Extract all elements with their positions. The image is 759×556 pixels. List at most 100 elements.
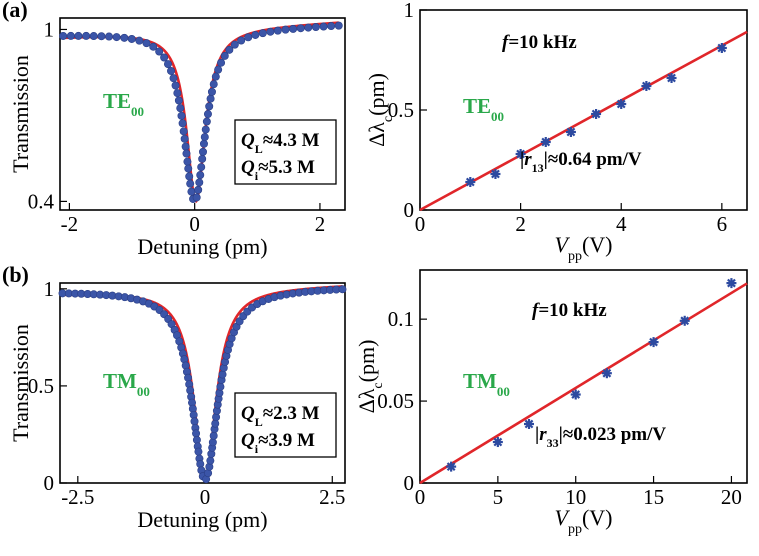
x-label-symbol: V [555,505,571,530]
marker-stroke [465,177,475,187]
x-tick-label: 0 [189,212,200,236]
data-point [515,149,526,159]
q-subscript: L [255,142,263,156]
data-point [89,32,98,41]
mode-subscript: 00 [131,104,144,119]
data-point [180,134,189,143]
coefficient-label: |r33|≈0.023 pm/V [535,424,666,450]
marker-stroke [642,81,651,91]
data-point [198,154,207,163]
data-point [490,169,501,179]
data-point [225,45,234,54]
data-point [185,172,194,181]
coef-value: |≈0.023 pm/V [559,424,667,445]
data-point [169,74,178,83]
data-point [616,99,627,109]
data-point [207,87,216,96]
q-symbol: Q [241,430,255,451]
y-axis-label-group: Δλc(pm) [354,340,386,414]
marker-stroke [649,337,658,347]
data-point [179,127,188,136]
q-value: ≈2.3 M [263,403,320,424]
mode-annotation: TE00 [103,89,144,119]
data-point [311,23,320,32]
marker-stroke [516,149,525,159]
x-tick-label: 20 [721,485,742,509]
data-point [97,32,106,41]
data-point [178,119,187,128]
marker-stroke [667,73,676,83]
data-point [601,368,612,379]
data-point [209,431,218,440]
data-point [192,429,201,438]
data-point [209,80,218,89]
data-point [176,104,185,113]
y-tick-label: 0.5 [28,374,54,398]
x-axis-label: Detuning (pm) [137,234,267,259]
data-point [167,66,176,75]
q-subscript: i [255,442,259,456]
mode-annotation: TM00 [103,369,150,399]
mode-label: TM [463,369,497,393]
data-point [202,117,211,126]
y-axis-label: Transmission [8,55,33,173]
data-point [258,29,267,38]
marker-stroke [541,137,551,147]
q-label: QL≈4.3 M [241,130,320,156]
y-tick-label: 0 [44,471,55,495]
mode-annotation: TM00 [463,369,510,399]
data-point [237,36,246,45]
marker-stroke [571,390,581,399]
freq-value: =10 kHz [508,32,577,53]
data-point [160,53,169,62]
data-point [105,32,114,41]
x-label-subscript: pp [568,522,582,537]
coef-symbol: r [524,149,532,170]
y-tick-label: 0.1 [388,307,414,331]
y-tick-label: 0 [404,198,415,222]
data-point [184,373,193,382]
data-point [194,447,203,456]
data-point [679,315,690,326]
coefficient-label: |r13|≈0.64 pm/V [520,149,642,175]
data-point [327,22,336,31]
x-tick-label: 0 [200,485,211,509]
q-subscript: L [255,415,263,429]
data-point [120,33,129,42]
q-symbol: Q [241,157,255,178]
data-point [334,21,343,30]
data-point [211,72,220,81]
x-tick-label: -2.5 [61,485,94,509]
data-point [218,370,227,379]
q-symbol: Q [241,403,255,424]
y-tick-label: 1 [44,277,55,301]
x-label-subscript: pp [568,249,582,264]
coef-open: | [520,149,524,170]
x-tick-label: 2.5 [319,485,345,509]
data-point [82,31,91,40]
chart-a-left: -2 0 2 1 0.4 (a) Detuning (pm) Transmission TE00… [2,0,346,259]
data-point [251,30,260,39]
data-point [74,31,83,40]
mode-annotation: TE00 [463,94,504,124]
data-point [184,164,193,173]
data-point [296,24,305,33]
x-axis-label: Vpp(V) [555,505,613,537]
x-tick-label: 2 [515,212,526,236]
marker-stroke [524,419,534,429]
data-point [338,285,347,294]
x-tick-label: 10 [565,485,586,509]
x-tick-label: -2 [61,212,79,236]
data-point [194,185,203,194]
y-axis-label: Δλc(pm) [364,73,396,147]
fit-line [419,30,748,212]
data-point [273,26,282,35]
data-point [244,33,253,42]
data-point [190,417,199,426]
data-point [127,34,136,43]
plot-frame [419,269,748,484]
data-point [570,389,581,400]
data-point [187,187,196,196]
data-point [197,163,206,172]
